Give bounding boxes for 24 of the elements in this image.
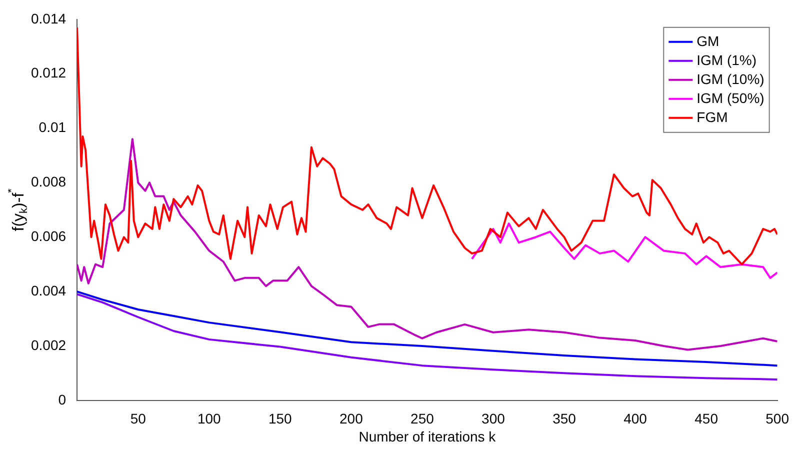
legend-label: GM <box>696 32 720 49</box>
y-tick-label: 0.004 <box>30 282 66 298</box>
y-tick-label: 0.014 <box>30 10 66 26</box>
legend-label: IGM (50%) <box>696 90 764 106</box>
legend-label: FGM <box>696 108 728 125</box>
x-tick-label: 50 <box>130 410 146 427</box>
y-tick-label: 0.008 <box>30 174 66 190</box>
x-tick-label: 100 <box>197 410 222 427</box>
x-tick-label: 450 <box>694 410 718 427</box>
x-tick-label: 500 <box>766 410 790 427</box>
y-tick-label: 0.012 <box>30 64 66 81</box>
x-tick-label: 400 <box>624 410 648 427</box>
x-axis-title: Number of iterations k <box>358 428 497 444</box>
x-tick-label: 350 <box>552 410 576 427</box>
y-tick-label: 0.006 <box>30 228 66 244</box>
x-tick-label: 250 <box>410 410 434 427</box>
y-tick-label: 0.002 <box>30 336 66 353</box>
y-tick-label: 0 <box>58 391 66 408</box>
x-tick-label: 150 <box>268 410 292 427</box>
x-tick-label: 300 <box>482 410 506 427</box>
y-tick-label: 0.01 <box>38 119 66 136</box>
legend-label: IGM (1%) <box>696 52 757 68</box>
x-tick-label: 200 <box>340 410 364 427</box>
legend-label: IGM (10%) <box>696 70 764 87</box>
